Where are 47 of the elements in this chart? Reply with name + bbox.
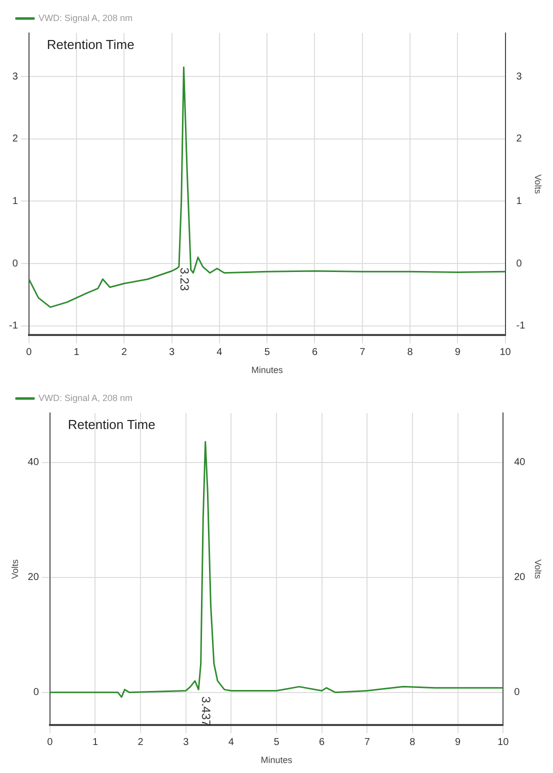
x-tick-label: 10	[498, 736, 510, 748]
y2-tick-label: 0	[514, 687, 520, 698]
x-tick-label: 4	[228, 736, 234, 748]
y-tick-label: 20	[28, 572, 40, 584]
y-axis-title: Volts	[10, 558, 20, 579]
x-tick-label: 7	[364, 736, 370, 748]
x-tick-label: 0	[47, 736, 54, 748]
x-tick-label: 8	[410, 736, 416, 748]
x-tick-label: 2	[138, 736, 144, 748]
x-tick-label: 2	[121, 346, 128, 358]
legend-label: VWD: Signal A, 208 nm	[38, 12, 133, 23]
x-axis-title: Minutes	[260, 755, 293, 766]
x-tick-label: 10	[500, 346, 512, 358]
x-tick-label: 7	[360, 346, 366, 358]
x-tick-label: 5	[274, 736, 280, 748]
y2-tick-label: 2	[516, 134, 522, 145]
y2-tick-label: 0	[516, 258, 522, 270]
y-tick-label: 2	[12, 134, 18, 145]
y-tick-label: 1	[12, 196, 18, 207]
y2-axis-title: Volts	[533, 559, 544, 580]
x-tick-label: 5	[264, 346, 270, 358]
x-tick-label: 9	[454, 736, 461, 748]
x-tick-label: 9	[454, 346, 461, 358]
y-tick-label: -1	[8, 320, 18, 332]
legend-label: VWD: Signal A, 208 nm	[38, 392, 133, 403]
y2-tick-label: 3	[516, 71, 522, 82]
y-tick-label: 40	[28, 457, 40, 468]
x-tick-label: 4	[216, 346, 223, 358]
x-tick-label: 8	[407, 346, 414, 358]
annotation: 3.23	[177, 268, 192, 292]
y2-tick-label: 1	[516, 196, 522, 207]
y2-tick-label: -1	[516, 320, 526, 332]
y2-tick-label: 20	[514, 572, 526, 584]
x-axis-title: Minutes	[251, 365, 284, 376]
x-tick-label: 1	[92, 736, 98, 748]
x-tick-label: 6	[312, 346, 318, 358]
y2-axis-title: Volts	[533, 174, 544, 194]
x-tick-label: 1	[74, 346, 80, 358]
y-tick-label: 0	[33, 687, 40, 698]
annotation: Retention Time	[46, 37, 134, 52]
y-tick-label: 3	[12, 71, 18, 82]
x-tick-label: 6	[319, 736, 326, 748]
y2-tick-label: 40	[514, 457, 526, 468]
y-tick-label: 0	[12, 258, 18, 270]
annotation: Retention Time	[68, 417, 156, 432]
x-tick-label: 3	[183, 736, 190, 748]
x-tick-label: 3	[169, 346, 176, 358]
